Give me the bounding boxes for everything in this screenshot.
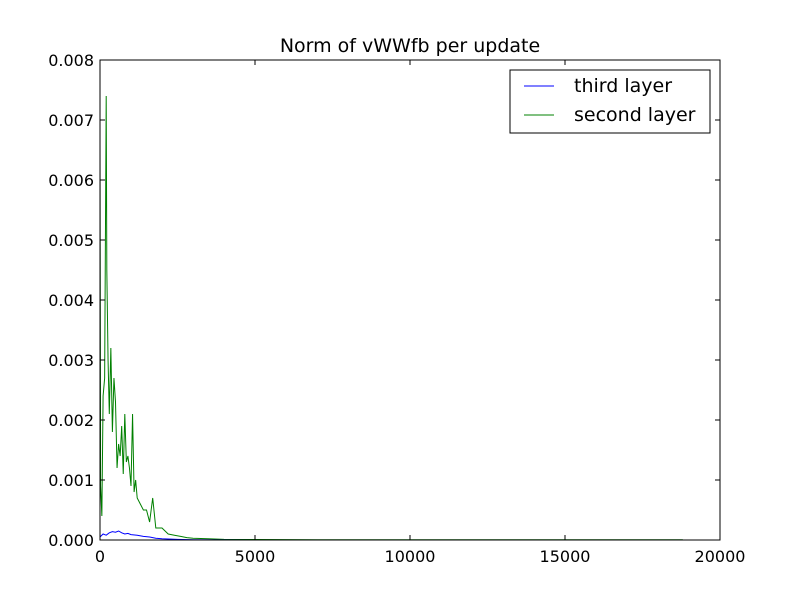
y-tick-label: 0.006	[48, 171, 94, 190]
y-tick-label: 0.008	[48, 51, 94, 70]
legend-label-second-layer: second layer	[574, 104, 696, 126]
y-tick-label: 0.005	[48, 231, 94, 250]
legend: third layer second layer	[509, 69, 711, 134]
y-tick-label: 0.002	[48, 411, 94, 430]
y-tick-label: 0.007	[48, 111, 94, 130]
legend-box	[509, 69, 711, 134]
y-tick-label: 0.001	[48, 471, 94, 490]
y-tick-label: 0.003	[48, 351, 94, 370]
x-tick-label: 15000	[540, 547, 591, 566]
x-tick-label: 10000	[385, 547, 436, 566]
ticks-layer: 0 5000 10000 15000 20000 0.000 0.001 0.002 0.003…	[48, 51, 745, 566]
plot-area	[100, 60, 720, 540]
x-tick-label: 20000	[695, 547, 746, 566]
y-tick-label: 0.004	[48, 291, 94, 310]
y-tick-label: 0.000	[48, 531, 94, 550]
legend-label-third-layer: third layer	[574, 75, 672, 97]
series-line-second-layer	[99, 95, 683, 541]
x-tick-label: 0	[95, 547, 105, 566]
chart-title: Norm of vWWfb per update	[280, 35, 540, 57]
x-tick-label: 5000	[235, 547, 276, 566]
